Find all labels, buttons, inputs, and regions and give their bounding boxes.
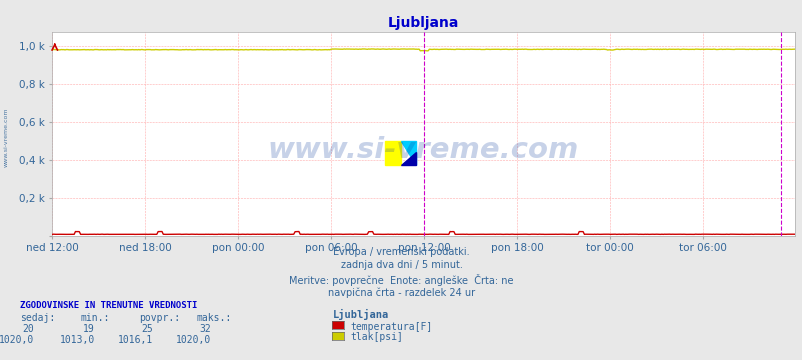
Text: sedaj:: sedaj: [20, 314, 55, 324]
Text: navpična črta - razdelek 24 ur: navpična črta - razdelek 24 ur [327, 288, 475, 298]
Title: Ljubljana: Ljubljana [387, 16, 459, 30]
Text: 1020,0: 1020,0 [0, 335, 34, 345]
Text: 1013,0: 1013,0 [59, 335, 95, 345]
Text: min.:: min.: [80, 314, 110, 324]
Text: www.si-vreme.com: www.si-vreme.com [4, 107, 9, 167]
Polygon shape [400, 152, 416, 166]
Text: 1016,1: 1016,1 [118, 335, 153, 345]
Text: 20: 20 [22, 324, 34, 334]
Text: Meritve: povprečne  Enote: angleške  Črta: ne: Meritve: povprečne Enote: angleške Črta:… [289, 274, 513, 286]
Text: maks.:: maks.: [196, 314, 232, 324]
Text: 25: 25 [141, 324, 153, 334]
Text: zadnja dva dni / 5 minut.: zadnja dva dni / 5 minut. [340, 260, 462, 270]
Text: 19: 19 [83, 324, 95, 334]
Polygon shape [400, 141, 416, 166]
Text: temperatura[F]: temperatura[F] [350, 321, 431, 332]
Bar [385, 141, 400, 166]
Text: tlak[psi]: tlak[psi] [350, 332, 403, 342]
Text: www.si-vreme.com: www.si-vreme.com [268, 136, 578, 165]
Text: Ljubljana: Ljubljana [333, 309, 389, 320]
Text: 32: 32 [199, 324, 211, 334]
Text: povpr.:: povpr.: [139, 314, 180, 324]
Text: 1020,0: 1020,0 [176, 335, 211, 345]
Text: ZGODOVINSKE IN TRENUTNE VREDNOSTI: ZGODOVINSKE IN TRENUTNE VREDNOSTI [20, 301, 197, 310]
Text: Evropa / vremenski podatki.: Evropa / vremenski podatki. [333, 247, 469, 257]
